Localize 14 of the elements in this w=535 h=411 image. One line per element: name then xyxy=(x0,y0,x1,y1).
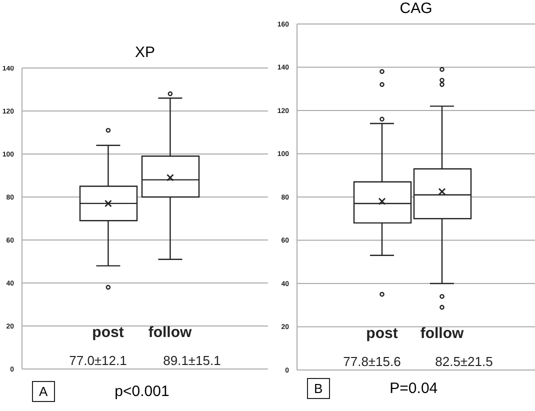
x-tick-label: post xyxy=(366,325,398,342)
x-tick-label: follow xyxy=(420,325,464,342)
chart-title: CAG xyxy=(398,0,434,18)
annotation: 82.5±21.5 xyxy=(435,354,493,369)
chart-title: XP xyxy=(134,43,156,63)
annotation: 77.0±12.1 xyxy=(69,353,127,368)
text: P=0.04 xyxy=(390,380,438,397)
text: p<0.001 xyxy=(114,383,170,400)
x-tick-label: post xyxy=(92,324,124,341)
text: A xyxy=(32,381,55,402)
annotation: 89.1±15.1 xyxy=(163,353,221,368)
x-tick-label: follow xyxy=(148,324,192,341)
text: B xyxy=(307,378,330,399)
annotation: 77.8±15.6 xyxy=(343,354,401,369)
